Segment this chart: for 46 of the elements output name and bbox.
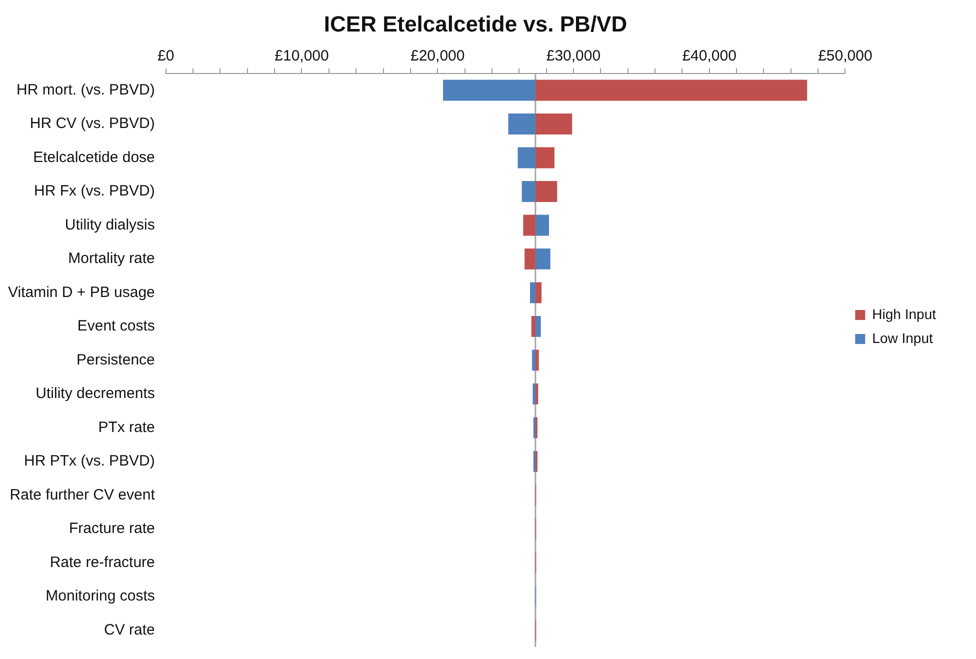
- bar: [508, 114, 536, 134]
- y-tick-label: Monitoring costs: [46, 588, 155, 605]
- x-tick-label: £10,000: [274, 48, 329, 65]
- y-tick-label: HR PTx (vs. PBVD): [24, 452, 155, 470]
- bar: [518, 147, 536, 168]
- bar: [535, 383, 538, 404]
- bar: [524, 248, 536, 270]
- bar: [531, 316, 536, 337]
- x-tick-label: £0: [158, 48, 174, 65]
- y-tick-label: Event costs: [77, 318, 155, 335]
- legend-label: Low Input: [872, 330, 933, 346]
- bar: [535, 350, 539, 371]
- y-tick-label: HR mort. (vs. PBVD): [16, 81, 155, 98]
- y-tick-label: Fracture rate: [69, 520, 155, 538]
- chart-title: ICER Etelcalcetide vs. PB/VD: [324, 11, 628, 36]
- y-tick-label: Utility decrements: [36, 385, 155, 402]
- bar: [535, 316, 541, 337]
- y-tick-label: HR Fx (vs. PBVD): [34, 182, 155, 200]
- bar: [443, 80, 536, 101]
- bar: [535, 214, 550, 236]
- y-tick-label: Rate further CV event: [10, 486, 156, 504]
- y-tick-label: HR CV (vs. PBVD): [30, 115, 155, 132]
- x-tick-label: £40,000: [682, 48, 736, 65]
- bar: [523, 214, 536, 236]
- bar: [522, 181, 536, 202]
- bar: [535, 147, 554, 168]
- bar: [535, 80, 808, 101]
- bar: [532, 350, 536, 371]
- bar: [535, 114, 572, 134]
- legend-label: High Input: [872, 306, 936, 322]
- bar: [535, 282, 542, 304]
- y-tick-label: Etelcalcetide dose: [33, 148, 155, 166]
- x-tick-label: £50,000: [818, 48, 872, 65]
- x-tick-label: £20,000: [410, 48, 465, 65]
- y-tick-label: Utility dialysis: [64, 216, 155, 234]
- bar: [530, 282, 536, 304]
- y-tick-label: Rate re-fracture: [50, 554, 155, 571]
- x-tick-label: £30,000: [546, 48, 601, 65]
- bar: [535, 248, 550, 270]
- bar: [535, 181, 558, 202]
- y-tick-label: Persistence: [76, 351, 155, 368]
- bar: [532, 383, 536, 404]
- y-tick-label: Vitamin D + PB usage: [8, 284, 155, 301]
- y-tick-label: PTx rate: [98, 418, 155, 436]
- y-tick-label: CV rate: [104, 621, 155, 638]
- y-tick-label: Mortality rate: [68, 250, 155, 268]
